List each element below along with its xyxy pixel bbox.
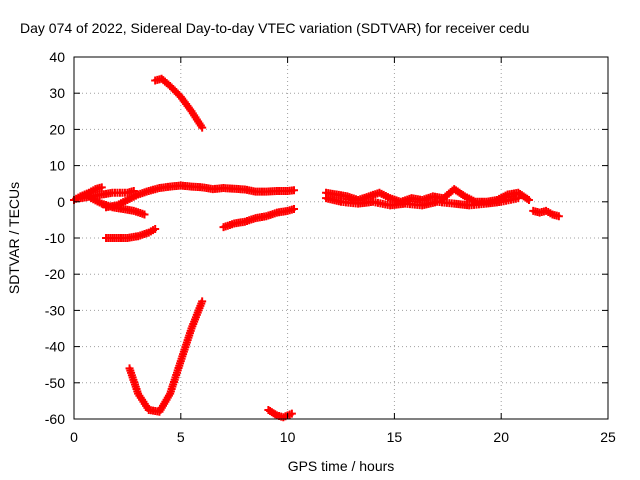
data-segment xyxy=(219,205,299,232)
x-tick-label: 10 xyxy=(280,429,296,445)
data-segment xyxy=(322,194,523,210)
x-tick-label: 20 xyxy=(493,429,509,445)
y-axis-label: SDTVAR / TECUs xyxy=(6,182,22,294)
y-tick-label: 10 xyxy=(49,158,65,174)
data-segment xyxy=(102,224,160,242)
data-segment xyxy=(151,74,207,132)
x-tick-label: 0 xyxy=(70,429,78,445)
x-axis-label: GPS time / hours xyxy=(288,458,395,474)
data-point xyxy=(287,409,296,418)
x-tick-label: 15 xyxy=(387,429,403,445)
y-tick-label: -10 xyxy=(45,230,65,246)
data-point xyxy=(554,212,563,221)
data-point xyxy=(151,224,160,233)
y-tick-label: -30 xyxy=(45,302,65,318)
x-tick-label: 25 xyxy=(600,429,616,445)
y-tick-label: 0 xyxy=(57,194,65,210)
chart-title: Day 074 of 2022, Sidereal Day-to-day VTE… xyxy=(20,20,529,36)
data-segment xyxy=(102,181,299,212)
data-point xyxy=(97,183,106,192)
y-tick-label: 40 xyxy=(49,49,65,65)
data-layer xyxy=(70,74,563,422)
data-point xyxy=(290,186,299,195)
y-tick-label: -60 xyxy=(45,411,65,427)
data-point xyxy=(514,194,523,203)
y-tick-label: -50 xyxy=(45,375,65,391)
data-segment xyxy=(125,297,207,416)
data-point xyxy=(198,123,207,132)
data-segment xyxy=(529,206,563,221)
data-point xyxy=(198,297,207,306)
x-tick-label: 5 xyxy=(177,429,185,445)
data-point xyxy=(140,210,149,219)
y-tick-label: -20 xyxy=(45,266,65,282)
data-point xyxy=(290,205,299,214)
y-tick-label: 20 xyxy=(49,121,65,137)
y-tick-label: -40 xyxy=(45,339,65,355)
axis-ticks: 0 5 10 15 20 25 -60 -50 -40 -30 -20 -10 0 10 20 30 40 xyxy=(45,49,616,445)
y-tick-label: 30 xyxy=(49,85,65,101)
grid-lines xyxy=(74,57,608,419)
data-point xyxy=(524,195,533,204)
